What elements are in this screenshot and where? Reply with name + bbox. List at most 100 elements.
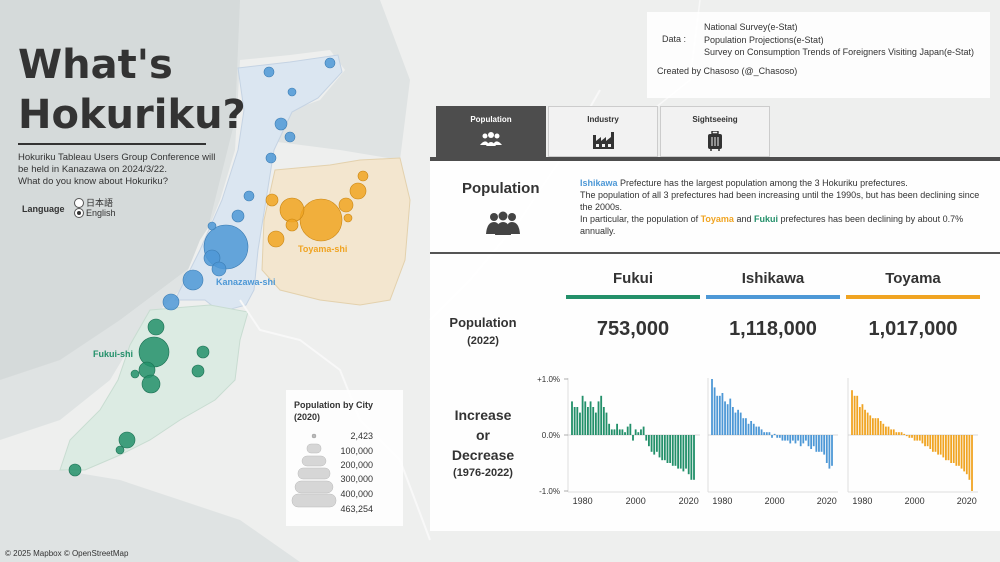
- people-icon: [486, 211, 520, 235]
- legend-item: 2,423: [350, 431, 373, 441]
- legend-title-line: Population by City: [294, 400, 374, 410]
- change-bar: [605, 412, 608, 435]
- change-bar: [911, 435, 913, 438]
- change-bar: [799, 435, 802, 447]
- change-bar: [690, 435, 693, 480]
- legend-item: 463,254: [340, 504, 373, 514]
- y-tick-label: +1.0%: [537, 375, 560, 384]
- x-tick-label: 1980: [573, 496, 593, 506]
- change-bar: [666, 435, 669, 463]
- highlight-toyama: Toyama: [700, 214, 734, 224]
- description-paragraph: Ishikawa Prefecture has the largest popu…: [580, 177, 985, 189]
- change-bar: [851, 390, 853, 435]
- change-bar: [679, 435, 682, 469]
- change-bar: [812, 435, 815, 447]
- change-bar: [576, 407, 579, 435]
- change-bar: [789, 435, 792, 444]
- change-bar: [879, 421, 882, 435]
- tab-industry[interactable]: Industry: [548, 106, 658, 157]
- change-bar: [634, 429, 637, 435]
- change-bar: [797, 435, 799, 441]
- change-bar: [626, 426, 629, 435]
- radio-selected-icon[interactable]: [74, 208, 84, 218]
- factory-icon: [593, 132, 614, 149]
- change-bar: [571, 401, 573, 435]
- change-bar: [965, 435, 968, 475]
- language-option-label: 日本語: [86, 198, 114, 208]
- map-attribution[interactable]: © 2025 Mapbox © OpenStreetMap: [5, 549, 129, 558]
- title-line-2: Hokuriku?: [18, 92, 246, 138]
- change-bar: [597, 401, 600, 435]
- change-bar: [642, 426, 645, 435]
- legend-title-line: (2020): [294, 412, 321, 422]
- x-tick-label: 1980: [852, 496, 872, 506]
- change-bar: [650, 435, 653, 452]
- change-bar: [737, 409, 739, 435]
- tab-sightseeing[interactable]: Sightseeing: [660, 106, 770, 157]
- change-bar: [864, 409, 866, 435]
- change-bar: [724, 401, 726, 435]
- legend-item: 400,000: [340, 489, 373, 499]
- change-bar: [594, 412, 597, 435]
- x-tick-label: 2020: [817, 496, 837, 506]
- tab-bar: Population Industry Sightseeing: [436, 106, 772, 157]
- change-bar: [608, 423, 611, 435]
- prefecture-name-ishikawa: Ishikawa: [741, 270, 805, 287]
- change-bar: [945, 435, 947, 461]
- ishikawa-city-bubbles: [162, 57, 336, 311]
- change-bar: [866, 412, 869, 435]
- toyama-city-bubbles: [265, 170, 369, 248]
- change-bar: [760, 429, 763, 435]
- tab-label: Industry: [587, 115, 619, 124]
- legend-shapes: [291, 433, 337, 508]
- change-bar: [818, 435, 820, 452]
- change-bar: [887, 426, 890, 435]
- language-option-english[interactable]: English: [74, 208, 116, 218]
- change-bar: [573, 407, 576, 435]
- change-bar: [971, 435, 973, 491]
- change-bar: [882, 423, 885, 435]
- population-value-fukui: 753,000: [596, 318, 670, 340]
- language-option-japanese[interactable]: 日本語: [74, 196, 113, 209]
- change-bar: [592, 407, 595, 435]
- radio-icon[interactable]: [74, 197, 84, 208]
- data-source-label: Data :: [662, 34, 687, 44]
- data-source-list: National Survey(e-Stat) Population Proje…: [704, 21, 974, 59]
- change-bar: [613, 429, 616, 435]
- change-bar: [823, 435, 826, 455]
- change-bar: [805, 435, 807, 441]
- description-text: prefectures has been declining by about …: [580, 214, 964, 236]
- x-tick-label: 1980: [712, 496, 732, 506]
- change-bar: [924, 435, 926, 447]
- change-bar: [825, 435, 828, 463]
- change-bar: [831, 435, 833, 466]
- y-tick-label: -1.0%: [539, 487, 560, 496]
- change-bar: [778, 435, 781, 438]
- page-title: What's Hokuriku?: [18, 40, 246, 140]
- change-bar: [950, 435, 953, 463]
- content-panel: [430, 157, 1000, 531]
- change-bar: [729, 398, 732, 435]
- change-bar: [874, 418, 877, 435]
- change-bar: [947, 435, 950, 461]
- change-bar: [934, 435, 937, 452]
- change-bar: [921, 435, 924, 444]
- change-bar: [815, 435, 818, 452]
- change-bar: [589, 401, 592, 435]
- change-bar: [581, 395, 584, 435]
- highlight-fukui: Fukui: [753, 214, 778, 224]
- prefecture-color-bar: [706, 295, 840, 299]
- tab-population[interactable]: Population: [436, 106, 546, 157]
- population-value-ishikawa: 1,118,000: [729, 318, 817, 340]
- creator-credit: Created by Chasoso (@_Chasoso): [657, 66, 798, 76]
- change-bar: [758, 426, 760, 435]
- x-tick-label: 2020: [679, 496, 699, 506]
- legend-title: Population by City (2020): [294, 399, 373, 423]
- subtitle-line: What do you know about Hokuriku?: [18, 176, 168, 187]
- change-bar: [682, 435, 685, 472]
- city-label-fukui: Fukui-shi: [93, 349, 133, 359]
- change-bar: [640, 429, 642, 435]
- change-bar: [773, 433, 776, 435]
- change-bar: [750, 421, 753, 435]
- change-bar: [671, 435, 674, 466]
